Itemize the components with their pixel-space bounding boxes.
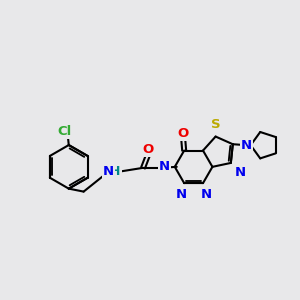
Text: N: N — [241, 139, 252, 152]
Text: Cl: Cl — [58, 125, 72, 138]
Text: O: O — [178, 127, 189, 140]
Text: O: O — [142, 142, 154, 155]
Text: H: H — [110, 165, 121, 178]
Text: N: N — [159, 160, 170, 173]
Text: S: S — [211, 118, 220, 130]
Text: N: N — [235, 166, 246, 179]
Text: N: N — [103, 165, 114, 178]
Text: N: N — [176, 188, 187, 201]
Text: N: N — [200, 188, 211, 201]
